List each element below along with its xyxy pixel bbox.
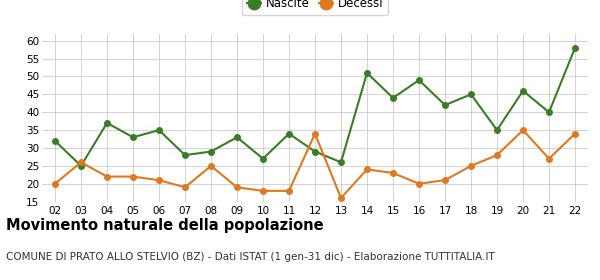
Nascite bbox=[467, 93, 475, 96]
Decessi bbox=[155, 178, 163, 182]
Nascite bbox=[181, 153, 188, 157]
Nascite bbox=[208, 150, 215, 153]
Nascite bbox=[571, 46, 578, 50]
Line: Nascite: Nascite bbox=[52, 45, 578, 169]
Decessi bbox=[545, 157, 553, 160]
Nascite bbox=[130, 136, 137, 139]
Decessi bbox=[442, 178, 449, 182]
Nascite bbox=[389, 96, 397, 100]
Nascite bbox=[493, 129, 500, 132]
Nascite bbox=[364, 71, 371, 74]
Decessi bbox=[337, 196, 344, 200]
Nascite bbox=[155, 129, 163, 132]
Decessi bbox=[208, 164, 215, 167]
Line: Decessi: Decessi bbox=[52, 127, 578, 201]
Decessi bbox=[286, 189, 293, 193]
Decessi bbox=[364, 168, 371, 171]
Decessi bbox=[52, 182, 59, 185]
Nascite bbox=[286, 132, 293, 135]
Nascite bbox=[520, 89, 527, 92]
Decessi bbox=[130, 175, 137, 178]
Nascite bbox=[77, 164, 85, 167]
Decessi bbox=[493, 153, 500, 157]
Decessi bbox=[415, 182, 422, 185]
Nascite bbox=[259, 157, 266, 160]
Nascite bbox=[442, 103, 449, 107]
Legend: Nascite, Decessi: Nascite, Decessi bbox=[242, 0, 388, 15]
Decessi bbox=[233, 186, 241, 189]
Decessi bbox=[311, 132, 319, 135]
Decessi bbox=[571, 132, 578, 135]
Nascite bbox=[545, 111, 553, 114]
Nascite bbox=[337, 161, 344, 164]
Decessi bbox=[103, 175, 110, 178]
Nascite bbox=[233, 136, 241, 139]
Decessi bbox=[259, 189, 266, 193]
Decessi bbox=[389, 171, 397, 175]
Text: COMUNE DI PRATO ALLO STELVIO (BZ) - Dati ISTAT (1 gen-31 dic) - Elaborazione TUT: COMUNE DI PRATO ALLO STELVIO (BZ) - Dati… bbox=[6, 252, 495, 262]
Text: Movimento naturale della popolazione: Movimento naturale della popolazione bbox=[6, 218, 323, 234]
Nascite bbox=[103, 121, 110, 125]
Decessi bbox=[77, 161, 85, 164]
Nascite bbox=[415, 78, 422, 82]
Decessi bbox=[520, 129, 527, 132]
Decessi bbox=[467, 164, 475, 167]
Decessi bbox=[181, 186, 188, 189]
Nascite bbox=[52, 139, 59, 143]
Nascite bbox=[311, 150, 319, 153]
